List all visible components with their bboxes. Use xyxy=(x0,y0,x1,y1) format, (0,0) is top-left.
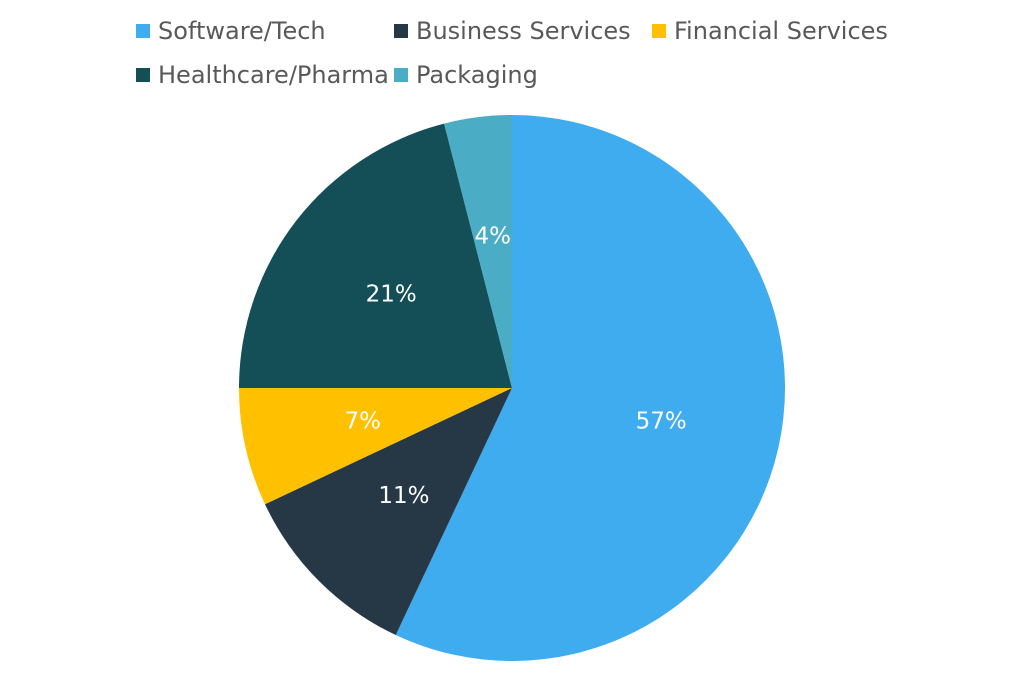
data-label-packaging: 4% xyxy=(475,223,512,249)
legend-item-software-tech: Software/Tech xyxy=(136,17,326,45)
data-label-software-tech: 57% xyxy=(636,408,687,434)
pie-data-labels: 57% 11% 7% 21% 4% xyxy=(345,223,687,509)
pie-slice-software-tech xyxy=(395,115,785,661)
pie-slices xyxy=(239,115,785,661)
data-label-financial-services: 7% xyxy=(345,408,382,434)
legend-label-packaging: Packaging xyxy=(416,61,538,89)
legend-label-business-services: Business Services xyxy=(416,17,631,45)
chart-legend: Software/Tech Business Services Financial … xyxy=(136,17,888,89)
legend-swatch-packaging xyxy=(394,68,408,82)
legend-swatch-business-services xyxy=(394,24,408,38)
data-label-business-services: 11% xyxy=(378,483,429,509)
pie-slice-packaging xyxy=(444,115,512,388)
legend-label-software-tech: Software/Tech xyxy=(158,17,326,45)
legend-item-business-services: Business Services xyxy=(394,17,631,45)
pie-slice-business-services xyxy=(264,388,512,636)
pie-slice-financial-services xyxy=(239,388,512,505)
legend-item-financial-services: Financial Services xyxy=(652,17,888,45)
legend-swatch-financial-services xyxy=(652,24,666,38)
data-label-healthcare-pharma: 21% xyxy=(366,281,417,307)
legend-label-healthcare-pharma: Healthcare/Pharma xyxy=(158,61,389,89)
legend-label-financial-services: Financial Services xyxy=(674,17,888,45)
legend-item-healthcare-pharma: Healthcare/Pharma xyxy=(136,61,389,89)
legend-swatch-healthcare-pharma xyxy=(136,68,150,82)
legend-item-packaging: Packaging xyxy=(394,61,538,89)
legend-swatch-software-tech xyxy=(136,24,150,38)
pie-slice-healthcare-pharma xyxy=(239,123,512,388)
